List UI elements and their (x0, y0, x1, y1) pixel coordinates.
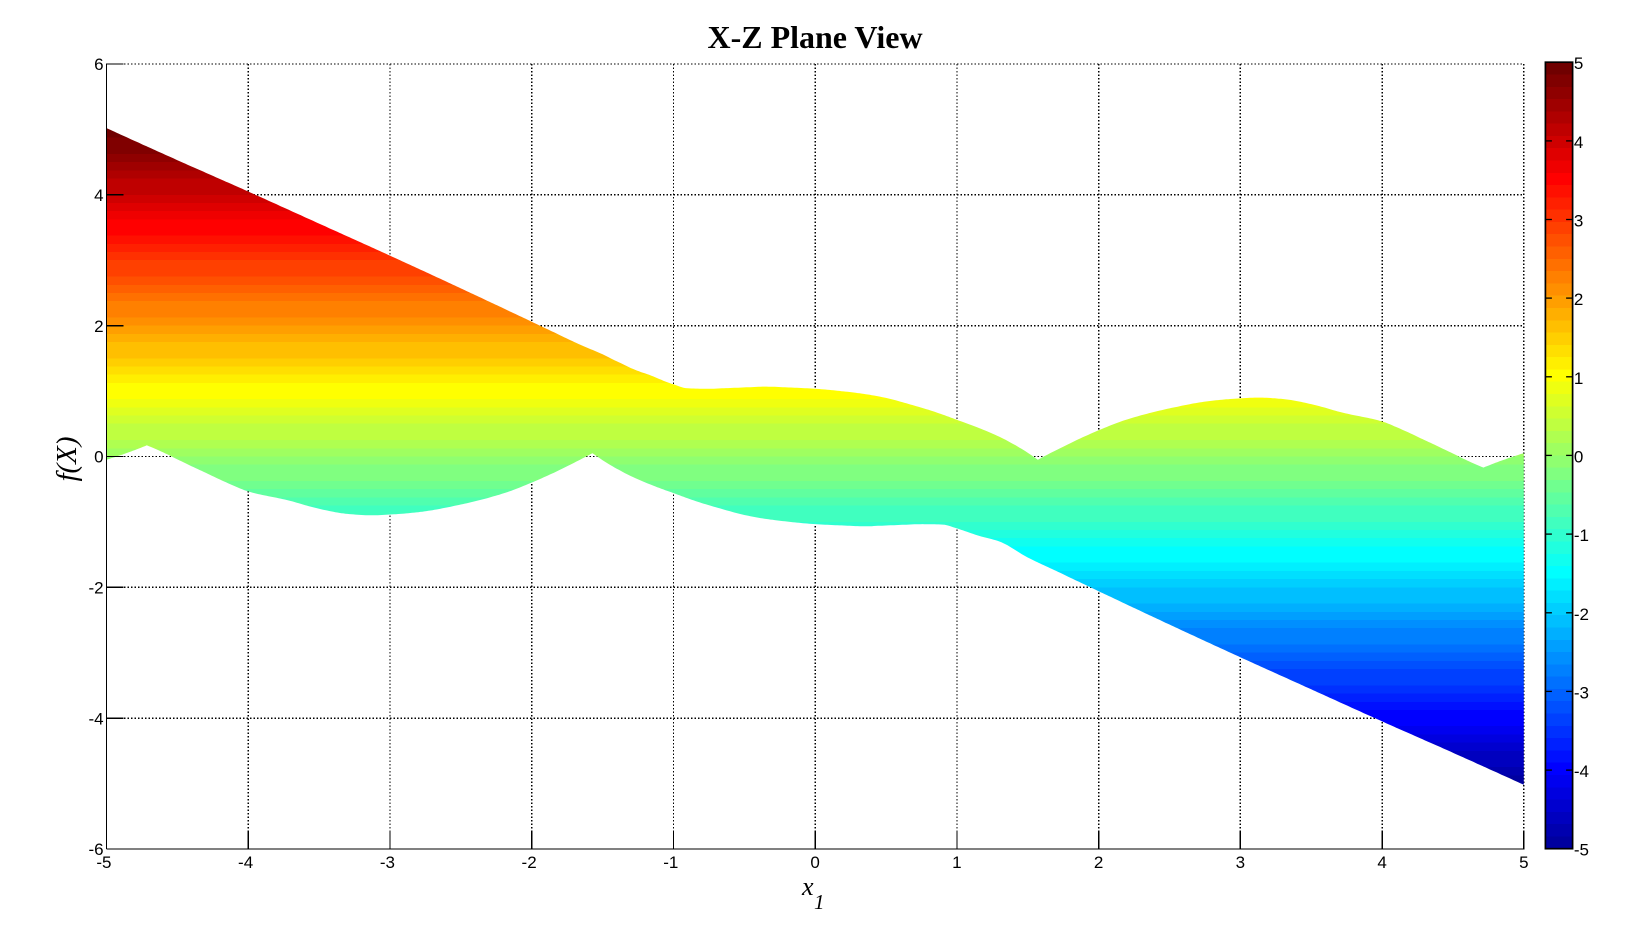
svg-text:2: 2 (94, 317, 103, 336)
svg-text:-5: -5 (1574, 841, 1589, 860)
svg-text:0: 0 (810, 853, 819, 872)
svg-text:-3: -3 (1574, 683, 1589, 702)
svg-text:-4: -4 (88, 709, 103, 728)
svg-text:-3: -3 (380, 853, 395, 872)
svg-text:6: 6 (94, 55, 103, 74)
svg-text:3: 3 (1236, 853, 1245, 872)
svg-text:4: 4 (94, 186, 103, 205)
svg-text:-1: -1 (663, 853, 678, 872)
svg-text:x: x (801, 872, 814, 901)
svg-text:1: 1 (814, 890, 825, 914)
svg-text:-4: -4 (238, 853, 253, 872)
svg-text:0: 0 (94, 448, 103, 467)
svg-text:0: 0 (1574, 447, 1583, 466)
svg-text:3: 3 (1574, 212, 1583, 231)
svg-text:-5: -5 (96, 853, 111, 872)
svg-text:4: 4 (1377, 853, 1386, 872)
svg-text:2: 2 (1094, 853, 1103, 872)
svg-text:1: 1 (952, 853, 961, 872)
svg-text:1: 1 (1574, 369, 1583, 388)
svg-text:-2: -2 (88, 579, 103, 598)
svg-text:-1: -1 (1574, 526, 1589, 545)
svg-text:5: 5 (1519, 853, 1528, 872)
svg-text:f(X): f(X) (51, 436, 83, 481)
svg-text:4: 4 (1574, 133, 1583, 152)
svg-text:-6: -6 (88, 840, 103, 859)
svg-text:-2: -2 (1574, 605, 1589, 624)
svg-text:-4: -4 (1574, 762, 1589, 781)
svg-text:-2: -2 (522, 853, 537, 872)
svg-text:5: 5 (1574, 54, 1583, 73)
svg-text:X-Z Plane View: X-Z Plane View (707, 19, 922, 55)
svg-text:2: 2 (1574, 290, 1583, 309)
